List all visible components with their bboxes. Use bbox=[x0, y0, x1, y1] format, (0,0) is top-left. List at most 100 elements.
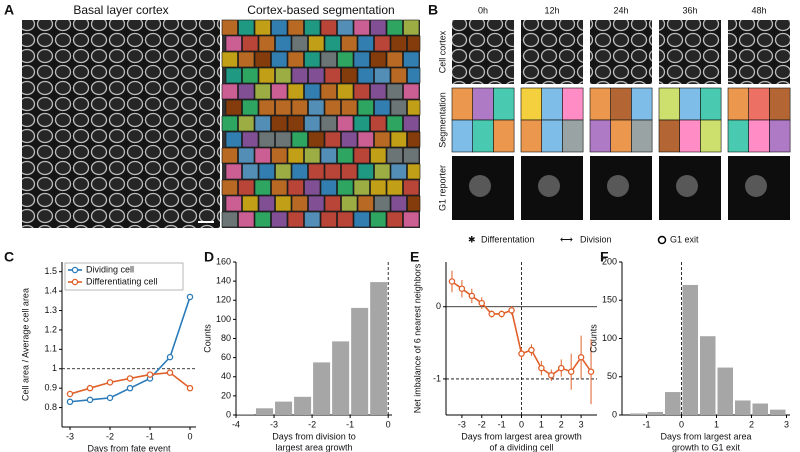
row-label: G1 reporter bbox=[437, 165, 447, 211]
x-tick-label: 0 bbox=[519, 419, 524, 429]
x-tick-label: 2 bbox=[559, 419, 564, 429]
y-tick-label: 1.4 bbox=[44, 285, 57, 295]
segment bbox=[386, 83, 403, 100]
point bbox=[86, 384, 94, 392]
segment bbox=[275, 35, 292, 52]
segment bbox=[225, 163, 242, 180]
segment bbox=[337, 51, 354, 68]
bar bbox=[665, 392, 681, 415]
point bbox=[538, 364, 545, 372]
y-tick-label: 0 bbox=[612, 409, 617, 419]
segment bbox=[242, 131, 259, 148]
bar bbox=[647, 411, 663, 415]
row-label: Cell cortex bbox=[437, 30, 447, 73]
segment bbox=[493, 119, 515, 153]
legend-label: Dividing cell bbox=[86, 264, 134, 274]
segment bbox=[357, 195, 374, 212]
reporter-blob bbox=[469, 175, 491, 197]
y-axis-label: Counts bbox=[588, 324, 598, 353]
segment bbox=[324, 67, 341, 84]
point bbox=[146, 371, 154, 378]
point bbox=[448, 278, 456, 285]
segment bbox=[472, 87, 494, 121]
segment bbox=[403, 115, 420, 132]
segment bbox=[562, 119, 584, 153]
y-tick-label: -1 bbox=[433, 373, 441, 383]
segment bbox=[472, 119, 494, 153]
x-tick-label: -1 bbox=[346, 419, 354, 429]
cortex-image bbox=[22, 20, 220, 228]
segment bbox=[386, 51, 403, 68]
segment bbox=[258, 195, 275, 212]
reporter-blob bbox=[538, 175, 560, 197]
y-tick-label: 60 bbox=[221, 352, 231, 362]
point bbox=[518, 350, 525, 357]
bar bbox=[752, 403, 768, 415]
segment bbox=[357, 163, 374, 180]
point bbox=[567, 368, 575, 375]
segment bbox=[225, 35, 242, 52]
segment bbox=[386, 211, 403, 228]
timelapse-grid bbox=[451, 20, 791, 220]
segment bbox=[403, 51, 420, 68]
segment bbox=[271, 179, 288, 196]
segment bbox=[386, 115, 403, 132]
segment bbox=[386, 179, 403, 196]
segment bbox=[374, 131, 391, 148]
segment bbox=[258, 67, 275, 84]
panel-b-legend: ✱ ⟷ Differentation Division G1 exit bbox=[468, 234, 699, 244]
segment bbox=[308, 195, 325, 212]
segment bbox=[700, 87, 722, 121]
y-tick-label: 150 bbox=[602, 295, 617, 305]
segment bbox=[631, 87, 653, 121]
point bbox=[478, 299, 486, 307]
segment bbox=[291, 35, 308, 52]
segment bbox=[238, 19, 255, 36]
segment bbox=[287, 147, 304, 164]
segment bbox=[287, 115, 304, 132]
segment bbox=[748, 119, 770, 153]
segment bbox=[610, 87, 632, 121]
segment bbox=[258, 131, 275, 148]
point bbox=[587, 368, 595, 375]
x-tick-label: -3 bbox=[270, 419, 278, 429]
segment bbox=[353, 83, 370, 100]
x-tick-label: 3 bbox=[579, 419, 584, 429]
segment bbox=[271, 115, 288, 132]
segment bbox=[357, 35, 374, 52]
y-tick-label: 0.9 bbox=[44, 383, 57, 393]
legend-box bbox=[64, 262, 184, 291]
segment bbox=[287, 179, 304, 196]
point bbox=[498, 310, 505, 318]
segment bbox=[238, 211, 255, 228]
point bbox=[488, 310, 495, 318]
bar bbox=[237, 414, 255, 415]
segment bbox=[320, 51, 337, 68]
y-tick-label: 160 bbox=[216, 256, 231, 266]
x-axis-label: growth to G1 exit bbox=[672, 442, 741, 452]
circle-symbol bbox=[657, 235, 667, 245]
bar bbox=[682, 284, 698, 415]
segment bbox=[308, 163, 325, 180]
segment bbox=[386, 19, 403, 36]
segment bbox=[258, 163, 275, 180]
segment bbox=[221, 51, 238, 68]
segment bbox=[254, 179, 271, 196]
panel-label: C bbox=[4, 249, 14, 265]
segment bbox=[238, 147, 255, 164]
segment bbox=[407, 67, 421, 84]
panel-label: E bbox=[410, 249, 419, 265]
cortex-crop bbox=[452, 20, 514, 84]
segment bbox=[271, 211, 288, 228]
segment bbox=[341, 35, 358, 52]
segment bbox=[238, 83, 255, 100]
segment bbox=[304, 179, 321, 196]
segment bbox=[308, 99, 325, 116]
segment bbox=[451, 119, 474, 153]
segment bbox=[520, 119, 543, 153]
segment bbox=[324, 195, 341, 212]
segment bbox=[308, 131, 325, 148]
x-axis-label: Days from fate event bbox=[87, 443, 171, 452]
x-tick-label: -1 bbox=[146, 431, 154, 441]
